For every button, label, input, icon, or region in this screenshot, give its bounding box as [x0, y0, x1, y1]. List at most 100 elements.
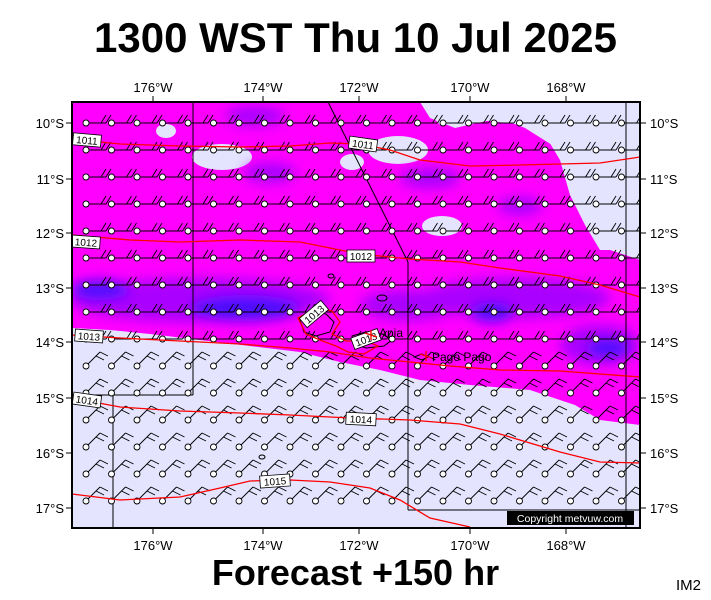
wind-barb	[541, 276, 571, 289]
wind-barb	[286, 249, 316, 262]
wind-barb	[108, 432, 134, 451]
wind-barb	[337, 168, 367, 181]
wind-barb	[235, 114, 265, 127]
wind-barb	[414, 378, 440, 397]
wind-barb	[184, 303, 214, 316]
wind-barb	[414, 459, 440, 478]
wind-barb	[235, 303, 265, 316]
wind-barb	[133, 276, 163, 289]
wind-barb	[312, 114, 341, 127]
wind-barb	[286, 141, 316, 154]
wind-barb	[210, 405, 236, 424]
wind-barb	[465, 303, 494, 316]
wind-barb	[414, 432, 440, 451]
wind-barb	[516, 249, 545, 262]
wind-barb	[235, 405, 262, 424]
rain-gap	[192, 144, 252, 170]
rain-area-heavy	[72, 280, 130, 300]
wind-barb	[82, 486, 109, 505]
wind-barb	[541, 249, 571, 262]
wind-barb	[465, 432, 491, 451]
wind-barb	[541, 141, 571, 154]
isobar-1012	[72, 234, 640, 298]
wind-barb	[592, 432, 619, 451]
wind-barb	[184, 378, 211, 397]
wind-barb	[541, 222, 571, 235]
lon-label: 176°W	[133, 538, 173, 550]
wind-barb	[210, 486, 236, 505]
wind-barb	[184, 222, 214, 235]
wind-barb	[210, 114, 239, 127]
wind-barb	[490, 303, 520, 316]
wind-barb	[363, 486, 389, 505]
wind-barb	[159, 303, 188, 316]
wind-barb	[414, 405, 440, 424]
wind-barb	[286, 114, 316, 127]
wind-barb	[490, 222, 520, 235]
wind-barb	[439, 432, 466, 451]
wind-barb	[133, 168, 163, 181]
wind-barb	[108, 222, 137, 235]
wind-barb	[159, 249, 188, 262]
wind-barb	[337, 459, 364, 478]
wind-barb	[516, 432, 542, 451]
wind-barb	[439, 303, 469, 316]
wind-barb	[210, 303, 239, 316]
wind-barb	[490, 276, 520, 289]
wind-barb	[133, 222, 163, 235]
wind-barb	[567, 249, 596, 262]
wind-barb	[592, 195, 622, 208]
wind-barb	[490, 459, 517, 478]
wind-barb	[439, 378, 466, 397]
wind-barb	[133, 249, 163, 262]
wind-barb	[108, 276, 137, 289]
wind-barb	[108, 114, 137, 127]
wind-barb	[159, 168, 188, 181]
isobar-label: 1012	[71, 234, 101, 250]
lat-label: 12°S	[650, 226, 679, 241]
wind-barb	[82, 222, 112, 235]
wind-barb	[490, 330, 520, 343]
rain-gap	[156, 124, 176, 138]
wind-barb	[261, 114, 290, 127]
wind-barb	[388, 303, 418, 316]
wind-barb	[592, 303, 622, 316]
wind-barb	[567, 486, 593, 505]
wind-barb	[82, 405, 109, 424]
wind-barb	[82, 141, 112, 154]
wind-barb	[465, 195, 494, 208]
wind-barb	[363, 378, 389, 397]
wind-barb	[541, 459, 568, 478]
wind-barb	[490, 168, 520, 181]
wind-barb	[261, 351, 287, 370]
wind-barb	[592, 222, 622, 235]
wind-barb	[516, 378, 542, 397]
wind-barb	[567, 195, 596, 208]
rain-area-medium	[244, 163, 296, 183]
rain-area-medium	[360, 290, 460, 320]
wind-barb	[133, 303, 163, 316]
wind-barb	[541, 486, 568, 505]
wind-barb	[286, 168, 316, 181]
lat-label: 10°S	[650, 116, 679, 131]
wind-barb	[312, 459, 338, 478]
wind-barb	[439, 168, 469, 181]
wind-barb	[516, 168, 545, 181]
wind-barb	[337, 114, 367, 127]
wind-barb	[439, 276, 469, 289]
wind-barb	[184, 351, 211, 370]
wind-barb	[133, 459, 160, 478]
lat-label: 14°S	[650, 335, 679, 350]
wind-barb	[133, 432, 160, 451]
lon-label: 170°W	[450, 538, 490, 550]
wind-barb	[567, 432, 593, 451]
wind-barb	[286, 351, 313, 370]
wind-barb	[235, 486, 262, 505]
wind-barb	[312, 378, 338, 397]
wind-barb	[490, 405, 517, 424]
wind-barb	[235, 459, 262, 478]
wind-barb	[465, 222, 494, 235]
copyright-text: Copyright metvuw.com	[517, 513, 623, 525]
wind-barb	[108, 303, 137, 316]
wind-barb	[159, 486, 185, 505]
